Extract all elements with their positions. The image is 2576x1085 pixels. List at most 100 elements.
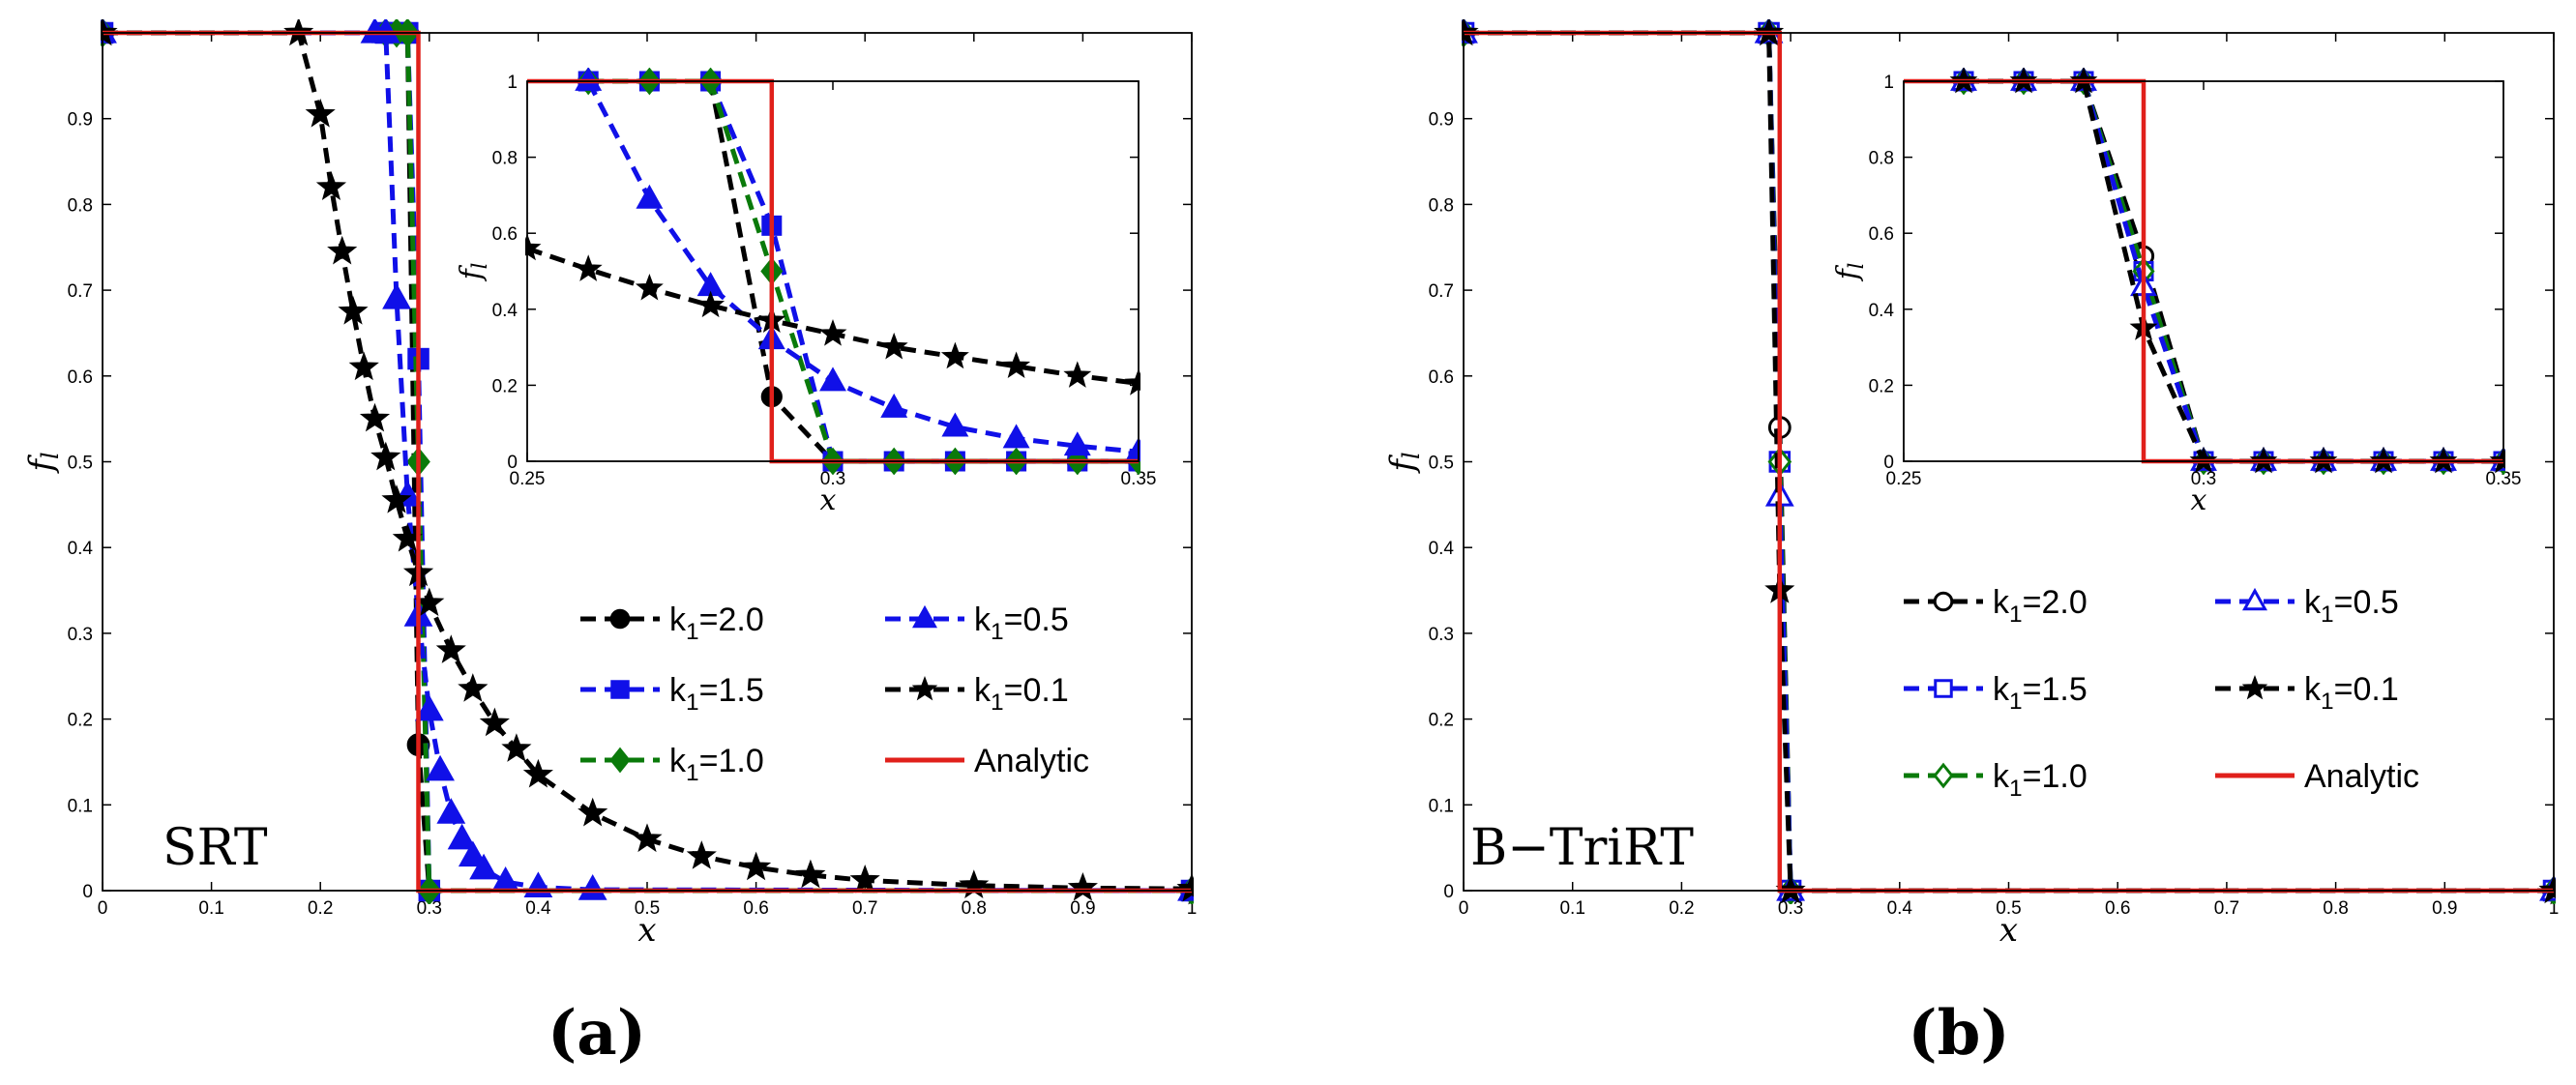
a-main-x-tick-label: 0.8 bbox=[962, 898, 987, 919]
b-main-y-tick-label: 0 bbox=[1443, 882, 1454, 902]
a-inset-series-line-k1-0-5 bbox=[585, 79, 1140, 455]
b-legend-marker bbox=[2241, 674, 2268, 700]
a-main-point-k1-0-1 bbox=[1176, 872, 1194, 902]
a-legend-label: k1=0.1 bbox=[974, 672, 1069, 716]
a-main-y-tick-label: 0.2 bbox=[68, 711, 93, 731]
b-inset-axes-frame bbox=[1903, 80, 2504, 462]
a-legend-item-k1-0-1: k1=0.1 bbox=[885, 672, 1069, 716]
b-legend-label: k1=2.0 bbox=[1993, 584, 2087, 628]
a-inset-point-k1-0-5 bbox=[1063, 431, 1091, 456]
a-main-point-k1-0-1 bbox=[577, 797, 608, 827]
a-main-x-tick-label: 0.3 bbox=[417, 898, 442, 919]
a-main-point-k1-0-1 bbox=[359, 402, 391, 432]
b-legend-marker bbox=[2241, 587, 2268, 611]
a-inset-point-k1-0-5 bbox=[636, 184, 664, 209]
a-main-point-k1-0-1 bbox=[305, 98, 336, 128]
b-inset-y-tick-label: 0 bbox=[1883, 453, 1894, 473]
a-main-y-tick-label: 0.5 bbox=[68, 454, 93, 474]
b-inset-x-axis-label: x bbox=[2191, 484, 2207, 517]
a-main-y-tick-label: 0.1 bbox=[68, 796, 93, 816]
a-legend-marker bbox=[911, 675, 938, 701]
a-main-point-k1-0-1 bbox=[632, 823, 663, 853]
a-legend-label: Analytic bbox=[974, 743, 1089, 779]
b-legend-marker bbox=[1934, 679, 1953, 698]
b-main-x-tick-label: 0.7 bbox=[2214, 898, 2239, 919]
a-legend-item-k1-0-5: k1=0.5 bbox=[885, 601, 1069, 645]
b-inset-y-tick-label: 0.4 bbox=[1869, 301, 1895, 321]
a-main-point-k1-0-1 bbox=[348, 351, 379, 381]
a-inset-x-tick-label: 0.3 bbox=[820, 469, 845, 489]
b-main-x-tick-label: 0.6 bbox=[2105, 898, 2130, 919]
chart-panel-a: 0 0.1 0.2 0.3 0.4 0.5 0.6 0.7 0.8 0.9 1 0 0.1 0.2 0.3 0… bbox=[22, 19, 1198, 1070]
b-legend-label: Analytic bbox=[2304, 758, 2419, 795]
b-inset-y-tick-label: 0.6 bbox=[1869, 224, 1894, 245]
b-legend-label: k1=1.5 bbox=[1993, 671, 2087, 715]
a-main-point-k1-0-1 bbox=[522, 758, 553, 788]
a-main-point-k1-0-5 bbox=[436, 798, 466, 824]
a-inset-point-k1-0-1 bbox=[1063, 361, 1092, 388]
a-main-point-k1-0-5 bbox=[458, 840, 488, 867]
a-inset-x-tick-label: 0.25 bbox=[510, 469, 546, 489]
a-main-point-k1-0-5 bbox=[469, 853, 499, 880]
a-method-label: SRT bbox=[163, 819, 268, 877]
a-main-point-k1-0-1 bbox=[741, 851, 772, 881]
b-main-y-tick-label: 0.5 bbox=[1429, 454, 1454, 474]
a-main-x-tick-label: 0.9 bbox=[1070, 898, 1095, 919]
a-main-y-tick-label: 0.8 bbox=[68, 195, 93, 216]
a-main-x-tick-label: 0 bbox=[98, 898, 108, 919]
a-inset-y-tick-label: 0.8 bbox=[492, 149, 518, 169]
a-inset-point-k1-0-5 bbox=[819, 367, 846, 392]
a-inset-point-k1-0-1 bbox=[879, 332, 908, 360]
b-legend-marker bbox=[1933, 762, 1954, 789]
b-method-label: B−TriRT bbox=[1470, 819, 1694, 877]
a-inset-y-tick-label: 1 bbox=[507, 73, 518, 93]
a-main-point-k1-0-1 bbox=[795, 859, 826, 889]
b-panel-label: (b) bbox=[1908, 997, 2009, 1070]
a-legend-marker bbox=[610, 680, 630, 699]
b-legend-item-k1-2-0: k1=2.0 bbox=[1904, 584, 2087, 628]
a-main-x-tick-label: 1 bbox=[1187, 898, 1198, 919]
a-main-point-k1-0-1 bbox=[381, 484, 412, 513]
b-main-y-tick-label: 0.8 bbox=[1429, 195, 1454, 216]
b-legend-label: k1=0.5 bbox=[2304, 584, 2399, 628]
a-main-point-k1-0-5 bbox=[414, 694, 444, 721]
a-legend-marker bbox=[911, 604, 938, 629]
a-inset-point-k1-0-1 bbox=[818, 319, 847, 346]
b-legend-item-analytic: Analytic bbox=[2215, 758, 2419, 795]
b-main-x-tick-label: 1 bbox=[2549, 898, 2560, 919]
b-main-x-tick-label: 0 bbox=[1459, 898, 1469, 919]
a-main-point-k1-0-5 bbox=[447, 823, 477, 850]
b-legend-item-k1-1-0: k1=1.0 bbox=[1904, 758, 2087, 802]
a-legend-marker bbox=[609, 608, 631, 630]
a-main-point-k1-0-1 bbox=[435, 634, 466, 663]
b-inset-y-tick-label: 0.2 bbox=[1869, 376, 1894, 396]
a-inset-point-k1-0-5 bbox=[880, 393, 908, 418]
b-inset-plot-area bbox=[1904, 81, 2503, 461]
a-main-point-k1-0-5 bbox=[577, 874, 607, 900]
b-legend-label: k1=0.1 bbox=[2304, 671, 2399, 715]
a-inset-point-k1-0-1 bbox=[1002, 351, 1031, 379]
a-main-point-k1-0-1 bbox=[849, 864, 880, 894]
a-main-y-tick-label: 0.6 bbox=[68, 367, 93, 388]
a-main-x-tick-label: 0.7 bbox=[852, 898, 877, 919]
b-main-y-tick-label: 0.1 bbox=[1429, 796, 1454, 816]
b-x-axis-label: x bbox=[1999, 911, 2018, 950]
a-inset-point-k1-0-5 bbox=[941, 412, 969, 437]
a-y-axis-label: fl bbox=[22, 452, 64, 474]
b-main-x-tick-label: 0.4 bbox=[1887, 898, 1913, 919]
b-legend-item-k1-0-5: k1=0.5 bbox=[2215, 584, 2399, 628]
a-inset-y-tick-label: 0.6 bbox=[492, 224, 518, 245]
a-main-y-tick-label: 0.4 bbox=[68, 539, 94, 559]
a-inset-point-k1-0-1 bbox=[940, 341, 969, 369]
a-main-x-tick-label: 0.1 bbox=[198, 898, 223, 919]
a-main-point-k1-0-1 bbox=[315, 171, 347, 200]
a-main-x-tick-label: 0.2 bbox=[308, 898, 333, 919]
b-legend-marker bbox=[1933, 591, 1954, 612]
b-main-y-tick-label: 0.2 bbox=[1429, 711, 1454, 731]
a-x-axis-label: x bbox=[637, 911, 656, 950]
a-main-point-k1-0-1 bbox=[1067, 871, 1098, 901]
b-main-x-tick-label: 0.3 bbox=[1778, 898, 1803, 919]
